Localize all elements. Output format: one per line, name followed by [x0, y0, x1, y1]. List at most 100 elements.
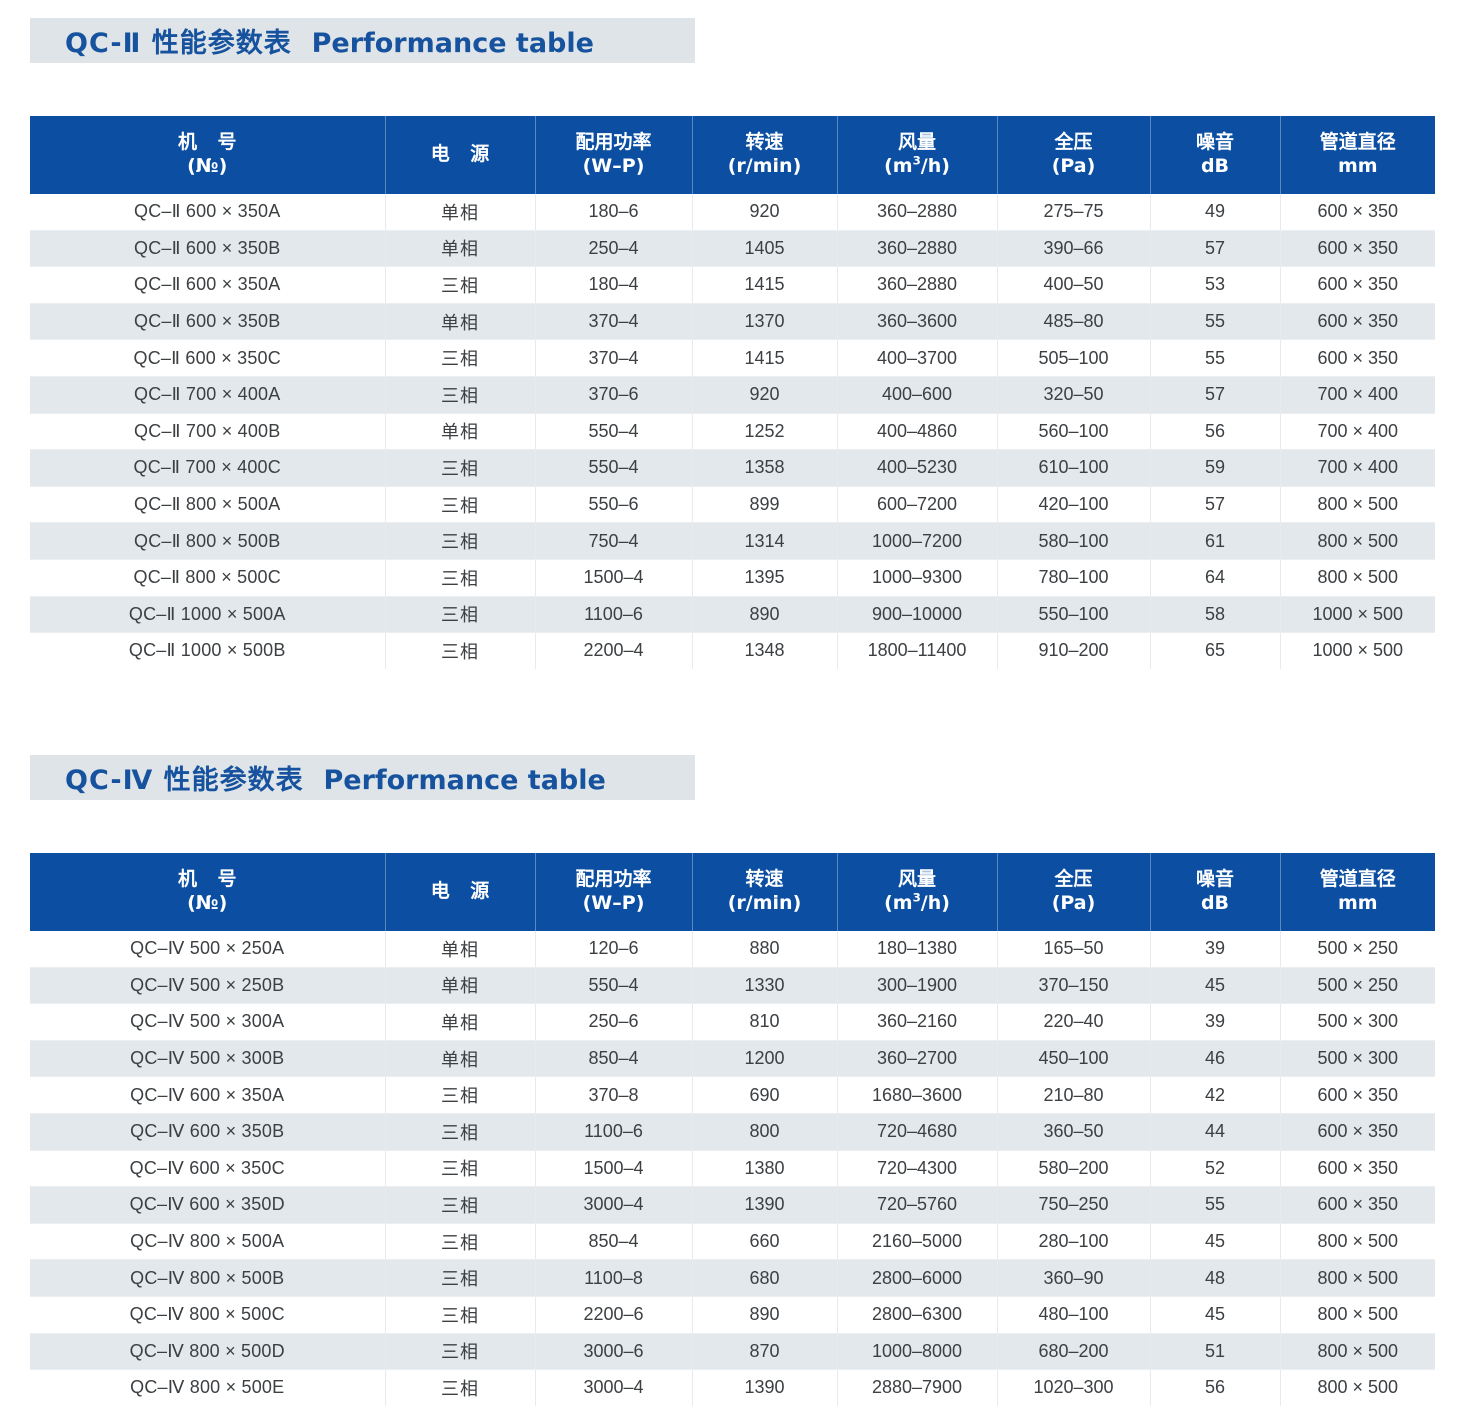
col-header-speed: 转速 (r/min): [692, 116, 838, 194]
cell-air-volume: 1680–3600: [837, 1076, 998, 1114]
cell-model: QC–Ⅳ 800 × 500B: [30, 1259, 386, 1297]
cell-total-pressure: 420–100: [997, 486, 1151, 524]
cell-speed: 1415: [692, 266, 838, 304]
cell-air-volume: 400–600: [837, 376, 998, 414]
cell-speed: 1380: [692, 1150, 838, 1188]
cell-duct-diameter: 1000 × 500: [1280, 632, 1435, 669]
cell-rated-power: 1100–6: [535, 596, 693, 634]
cell-noise: 56: [1150, 1369, 1281, 1406]
col-header-power-supply: 电 源: [385, 116, 536, 194]
cell-model: QC–Ⅳ 500 × 250A: [30, 931, 386, 968]
cell-total-pressure: 580–200: [997, 1150, 1151, 1188]
cell-power-supply: 单相: [385, 967, 536, 1005]
cell-noise: 51: [1150, 1333, 1281, 1371]
section-title-en: Performance table: [311, 28, 594, 59]
cell-air-volume: 2880–7900: [837, 1369, 998, 1406]
cell-model: QC–Ⅱ 600 × 350A: [30, 266, 386, 304]
col-header-duct-diameter: 管道直径 mm: [1280, 116, 1435, 194]
cell-speed: 1200: [692, 1040, 838, 1078]
cell-model: QC–Ⅳ 800 × 500D: [30, 1333, 386, 1371]
cell-model: QC–Ⅳ 600 × 350B: [30, 1113, 386, 1151]
cell-rated-power: 850–4: [535, 1040, 693, 1078]
cell-speed: 920: [692, 376, 838, 414]
cell-duct-diameter: 600 × 350: [1280, 1076, 1435, 1114]
cell-total-pressure: 390–66: [997, 230, 1151, 268]
cell-power-supply: 三相: [385, 449, 536, 487]
cell-rated-power: 1500–4: [535, 1150, 693, 1188]
cell-total-pressure: 560–100: [997, 413, 1151, 451]
table-row: QC–Ⅳ 800 × 500D 三相 3000–6 870 1000–8000 680–2…: [30, 1333, 1435, 1371]
cell-power-supply: 三相: [385, 1369, 536, 1406]
cell-total-pressure: 360–50: [997, 1113, 1151, 1151]
cell-noise: 55: [1150, 303, 1281, 341]
cell-power-supply: 三相: [385, 1296, 536, 1334]
cell-speed: 1314: [692, 522, 838, 560]
cell-model: QC–Ⅱ 1000 × 500B: [30, 632, 386, 669]
cell-rated-power: 370–4: [535, 303, 693, 341]
cell-power-supply: 三相: [385, 1186, 536, 1224]
col-header-total-pressure: 全压 (Pa): [997, 853, 1151, 931]
cell-speed: 1405: [692, 230, 838, 268]
cell-rated-power: 850–4: [535, 1223, 693, 1261]
cell-rated-power: 550–4: [535, 967, 693, 1005]
table-row: QC–Ⅱ 700 × 400C 三相 550–4 1358 400–5230 610–10…: [30, 449, 1435, 487]
cell-duct-diameter: 600 × 350: [1280, 266, 1435, 304]
performance-table-qc4: 机 号 (№) 电 源 配用功率 (W–P) 转速 (r/min) 风量 (m3/h) …: [30, 853, 1435, 1406]
col-header-noise: 噪音 dB: [1150, 853, 1281, 931]
cell-noise: 42: [1150, 1076, 1281, 1114]
col-header-power-supply: 电 源: [385, 853, 536, 931]
cell-speed: 660: [692, 1223, 838, 1261]
cell-model: QC–Ⅱ 700 × 400B: [30, 413, 386, 451]
cell-rated-power: 1100–6: [535, 1113, 693, 1151]
cell-speed: 890: [692, 596, 838, 634]
cell-air-volume: 1000–9300: [837, 559, 998, 597]
cell-rated-power: 750–4: [535, 522, 693, 560]
cell-rated-power: 250–4: [535, 230, 693, 268]
cell-duct-diameter: 600 × 350: [1280, 1186, 1435, 1224]
section-title-band-qc2: QC-Ⅱ 性能参数表 Performance table: [30, 18, 695, 63]
cell-rated-power: 370–6: [535, 376, 693, 414]
cell-total-pressure: 280–100: [997, 1223, 1151, 1261]
cell-duct-diameter: 800 × 500: [1280, 1333, 1435, 1371]
table-header-row: 机 号 (№) 电 源 配用功率 (W–P) 转速 (r/min) 风量 (m3/h) …: [30, 853, 1435, 931]
cell-speed: 1390: [692, 1186, 838, 1224]
cell-rated-power: 1500–4: [535, 559, 693, 597]
cell-noise: 64: [1150, 559, 1281, 597]
cell-duct-diameter: 800 × 500: [1280, 559, 1435, 597]
col-header-duct-diameter: 管道直径 mm: [1280, 853, 1435, 931]
cell-power-supply: 三相: [385, 266, 536, 304]
col-header-model: 机 号 (№): [30, 853, 386, 931]
cell-model: QC–Ⅳ 500 × 300B: [30, 1040, 386, 1078]
cell-noise: 57: [1150, 376, 1281, 414]
table-row: QC–Ⅱ 800 × 500C 三相 1500–4 1395 1000–9300 780–…: [30, 559, 1435, 597]
cell-model: QC–Ⅱ 600 × 350B: [30, 303, 386, 341]
cell-speed: 870: [692, 1333, 838, 1371]
cell-total-pressure: 750–250: [997, 1186, 1151, 1224]
cell-total-pressure: 450–100: [997, 1040, 1151, 1078]
cell-air-volume: 900–10000: [837, 596, 998, 634]
col-header-speed: 转速 (r/min): [692, 853, 838, 931]
table-row: QC–Ⅳ 600 × 350B 三相 1100–6 800 720–4680 360–50…: [30, 1113, 1435, 1151]
cell-rated-power: 370–4: [535, 339, 693, 377]
cell-model: QC–Ⅳ 600 × 350D: [30, 1186, 386, 1224]
table-row: QC–Ⅱ 1000 × 500A 三相 1100–6 890 900–10000 550–…: [30, 596, 1435, 634]
cell-air-volume: 360–2880: [837, 230, 998, 268]
cell-power-supply: 三相: [385, 632, 536, 669]
cell-total-pressure: 1020–300: [997, 1369, 1151, 1406]
table-row: QC–Ⅳ 600 × 350C 三相 1500–4 1380 720–4300 580–2…: [30, 1150, 1435, 1188]
cell-air-volume: 360–3600: [837, 303, 998, 341]
cell-power-supply: 三相: [385, 596, 536, 634]
cell-noise: 52: [1150, 1150, 1281, 1188]
table-row: QC–Ⅱ 800 × 500A 三相 550–6 899 600–7200 420–100…: [30, 486, 1435, 524]
section-title-en: Performance table: [323, 765, 606, 796]
cell-power-supply: 单相: [385, 1040, 536, 1078]
cell-noise: 57: [1150, 486, 1281, 524]
cell-power-supply: 单相: [385, 413, 536, 451]
cell-duct-diameter: 700 × 400: [1280, 376, 1435, 414]
table-body-qc2: QC–Ⅱ 600 × 350A 单相 180–6 920 360–2880 275–75 4…: [30, 194, 1435, 669]
cell-speed: 800: [692, 1113, 838, 1151]
cell-duct-diameter: 800 × 500: [1280, 1259, 1435, 1297]
cell-noise: 44: [1150, 1113, 1281, 1151]
cell-model: QC–Ⅱ 600 × 350A: [30, 194, 386, 231]
